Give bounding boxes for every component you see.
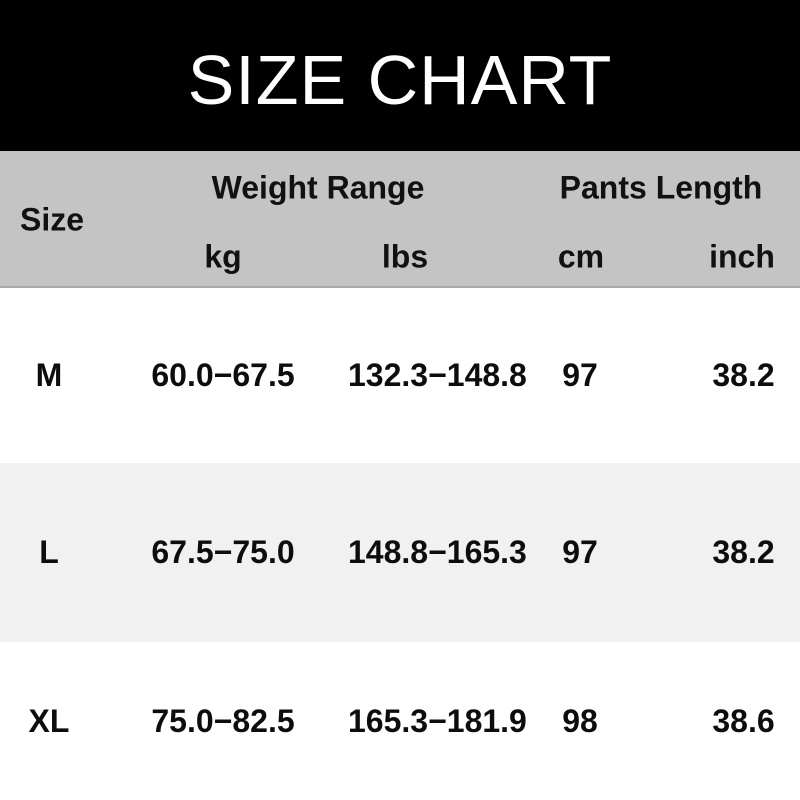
- cell-size: M: [35, 357, 63, 393]
- unit-header-cm: cm: [557, 238, 605, 275]
- cell-weight-lbs: 165.3−181.9: [348, 702, 527, 739]
- unit-header-kg: kg: [204, 238, 242, 275]
- table-row-xl: XL 75.0−82.5 165.3−181.9 98 38.6: [0, 642, 800, 800]
- cell-length-inch: 38.2: [712, 357, 775, 393]
- column-group-pants-length: Pants Length: [559, 169, 763, 206]
- table-header-row: Size Weight Range Pants Length kg lbs cm…: [0, 151, 800, 288]
- title-bar: SIZE CHART: [0, 0, 800, 151]
- cell-length-inch: 38.2: [712, 534, 775, 570]
- table-row-l: L 67.5−75.0 148.8−165.3 97 38.2: [0, 463, 800, 642]
- page-title: SIZE CHART: [187, 40, 613, 119]
- table-body: M 60.0−67.5 132.3−148.8 97 38.2 L 67.5−7…: [0, 288, 800, 800]
- unit-header-lbs: lbs: [381, 238, 429, 275]
- cell-length-cm: 97: [562, 534, 598, 570]
- column-header-size: Size: [19, 201, 85, 238]
- cell-length-inch: 38.6: [712, 702, 775, 739]
- cell-weight-lbs: 132.3−148.8: [348, 357, 527, 393]
- cell-size: XL: [28, 702, 70, 739]
- cell-weight-kg: 75.0−82.5: [151, 702, 295, 739]
- cell-weight-lbs: 148.8−165.3: [348, 534, 527, 570]
- cell-size: L: [39, 534, 59, 570]
- cell-weight-kg: 60.0−67.5: [151, 357, 295, 393]
- cell-weight-kg: 67.5−75.0: [151, 534, 295, 570]
- unit-header-inch: inch: [709, 238, 775, 275]
- cell-length-cm: 97: [562, 357, 598, 393]
- column-group-weight-range: Weight Range: [211, 169, 425, 206]
- table-row-m: M 60.0−67.5 132.3−148.8 97 38.2: [0, 288, 800, 463]
- cell-length-cm: 98: [562, 702, 598, 739]
